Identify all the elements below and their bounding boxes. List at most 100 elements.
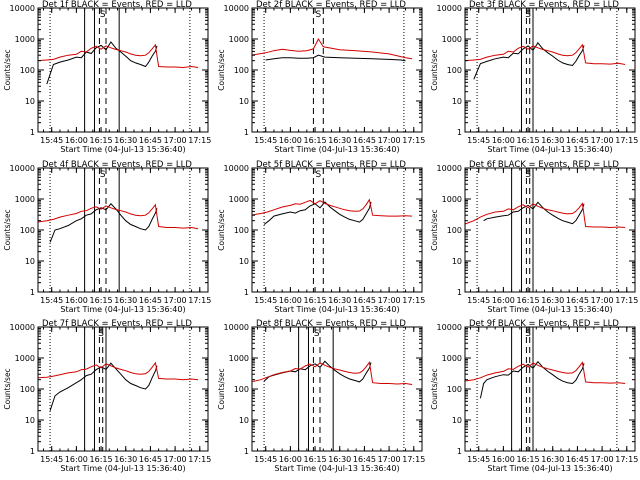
y-tick-label: 1000 xyxy=(229,354,249,363)
y-tick-label: 10000 xyxy=(224,323,249,332)
x-tick-label: 17:15 xyxy=(188,296,211,305)
plot-frame xyxy=(464,326,636,452)
series-line-lld xyxy=(465,43,626,65)
x-tick-label: 15:45 xyxy=(467,455,490,464)
series-line-events xyxy=(46,41,158,85)
y-tick-label: 100 xyxy=(20,66,35,75)
x-tick-label: 16:15 xyxy=(90,136,113,145)
series-group xyxy=(465,201,626,229)
y-tick-label: 10 xyxy=(239,97,249,106)
x-tick-label: 16:45 xyxy=(566,455,589,464)
chart-title: Det 2f BLACK = Events, RED = LLD xyxy=(256,0,406,10)
series-line-lld xyxy=(38,43,199,69)
x-tick-label: 16:15 xyxy=(517,136,540,145)
series-group xyxy=(252,198,413,225)
y-tick-label: 100 xyxy=(447,66,462,75)
series-line-events xyxy=(265,54,406,62)
marker-lines xyxy=(49,8,191,132)
x-tick-label: 15:45 xyxy=(467,136,490,145)
x-tick-label: 16:15 xyxy=(90,296,113,305)
x-tick-label: 17:00 xyxy=(378,136,401,145)
x-tick-label: 16:30 xyxy=(328,296,351,305)
plot-frame xyxy=(37,7,209,133)
marker-letter: S xyxy=(100,10,106,20)
chart-title: Det 5f BLACK = Events, RED = LLD xyxy=(256,160,406,170)
x-tick-label: 17:15 xyxy=(188,455,211,464)
marker-letter: S xyxy=(315,10,321,20)
marker-lines xyxy=(476,8,618,132)
y-tick-label: 1000 xyxy=(442,35,462,44)
y-tick-label: 10000 xyxy=(224,4,249,13)
y-tick-label: 10000 xyxy=(10,323,35,332)
series-line-lld xyxy=(465,361,626,384)
marker-letter: S xyxy=(315,170,321,180)
series-line-lld xyxy=(38,361,199,381)
plot-frame xyxy=(251,7,423,133)
y-tick-label: 100 xyxy=(447,226,462,235)
series-line-lld xyxy=(252,198,413,217)
x-tick-label: 16:30 xyxy=(541,455,564,464)
y-tick-label: 10 xyxy=(25,257,35,266)
chart-title: Det 4f BLACK = Events, RED = LLD xyxy=(42,160,192,170)
x-axis-label: Start Time (04-Jul-13 15:36:40) xyxy=(487,305,612,314)
x-tick-label: 16:00 xyxy=(279,455,302,464)
y-tick-label: 1 xyxy=(30,447,35,456)
x-tick-label: 16:30 xyxy=(328,455,351,464)
y-tick-label: 100 xyxy=(234,226,249,235)
y-tick-label: 10000 xyxy=(224,164,249,173)
y-tick-label: 10 xyxy=(452,97,462,106)
x-tick-label: 15:45 xyxy=(40,455,63,464)
y-tick-label: 1 xyxy=(457,128,462,137)
chart-title: Det 7f BLACK = Events, RED = LLD xyxy=(42,319,192,329)
y-tick-label: 10 xyxy=(452,416,462,425)
x-tick-label: 16:00 xyxy=(279,296,302,305)
plot-frame xyxy=(464,7,636,133)
y-tick-label: 10 xyxy=(239,257,249,266)
plot-frame xyxy=(37,167,209,293)
y-tick-label: 1 xyxy=(30,288,35,297)
x-tick-label: 16:00 xyxy=(492,136,515,145)
x-axis-label: Start Time (04-Jul-13 15:36:40) xyxy=(274,464,399,473)
x-tick-label: 17:15 xyxy=(615,455,638,464)
marker-lines xyxy=(263,327,405,451)
x-tick-label: 15:45 xyxy=(40,136,63,145)
y-tick-label: 10000 xyxy=(437,164,462,173)
x-tick-label: 16:45 xyxy=(566,136,589,145)
x-tick-label: 16:00 xyxy=(492,455,515,464)
series-group xyxy=(465,42,626,80)
y-tick-label: 1 xyxy=(457,447,462,456)
x-tick-label: 17:00 xyxy=(591,296,614,305)
y-tick-label: 1 xyxy=(244,128,249,137)
y-tick-label: 1000 xyxy=(15,195,35,204)
chart-title: Det 8f BLACK = Events, RED = LLD xyxy=(256,319,406,329)
x-tick-label: 16:00 xyxy=(65,455,88,464)
y-axis-label: Counts/sec xyxy=(3,368,12,409)
x-tick-label: 16:00 xyxy=(492,296,515,305)
marker-letter: S xyxy=(525,329,531,339)
x-axis-label: Start Time (04-Jul-13 15:36:40) xyxy=(487,145,612,154)
x-tick-label: 16:00 xyxy=(65,136,88,145)
y-axis-label: Counts/sec xyxy=(217,209,226,250)
x-tick-label: 15:45 xyxy=(254,296,277,305)
x-tick-label: 16:30 xyxy=(114,136,137,145)
y-tick-label: 1000 xyxy=(442,354,462,363)
x-tick-label: 17:15 xyxy=(402,455,425,464)
y-axis-label: Counts/sec xyxy=(430,209,439,250)
x-tick-label: 16:30 xyxy=(114,296,137,305)
x-tick-label: 17:00 xyxy=(591,136,614,145)
x-tick-label: 17:00 xyxy=(164,455,187,464)
x-tick-label: 16:15 xyxy=(517,455,540,464)
y-tick-label: 100 xyxy=(447,385,462,394)
series-line-lld xyxy=(252,361,413,385)
y-axis-label: Counts/sec xyxy=(430,368,439,409)
x-axis-label: Start Time (04-Jul-13 15:36:40) xyxy=(60,145,185,154)
y-tick-label: 10000 xyxy=(437,4,462,13)
series-group xyxy=(252,37,413,62)
x-tick-label: 16:15 xyxy=(304,296,327,305)
chart-title: Det 9f BLACK = Events, RED = LLD xyxy=(469,319,619,329)
